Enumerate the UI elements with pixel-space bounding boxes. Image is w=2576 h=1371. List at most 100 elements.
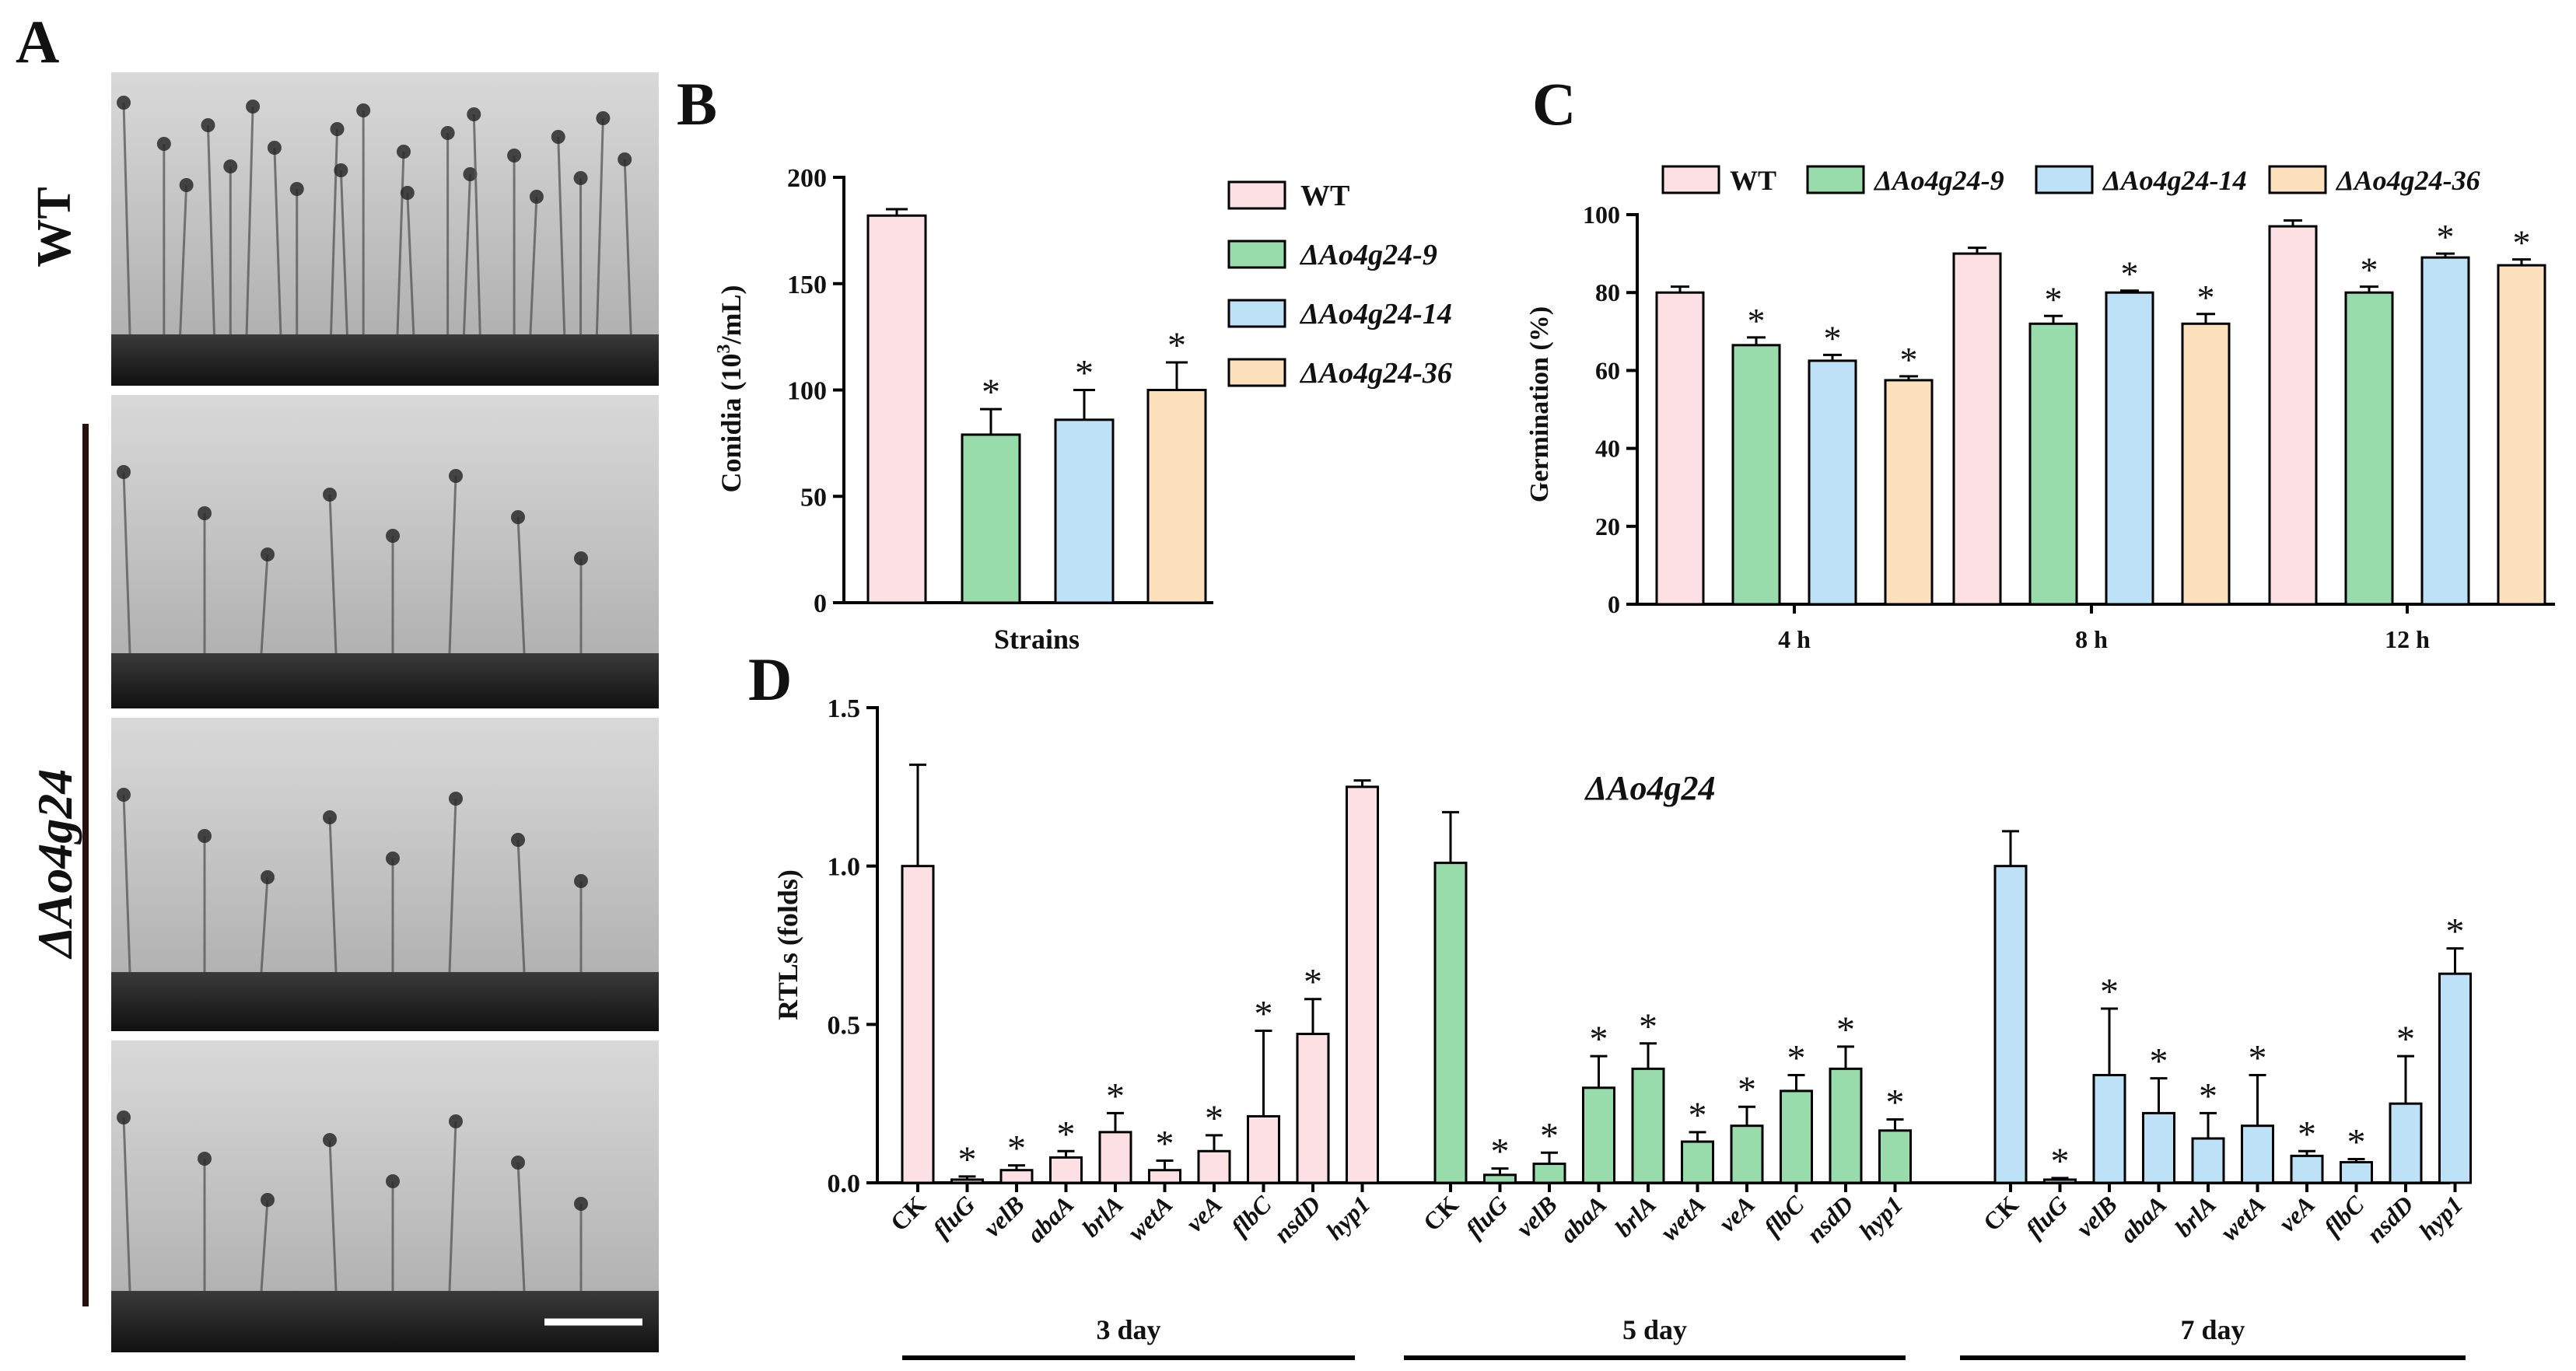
legend-label: ΔAo4g24-36 <box>2335 165 2480 196</box>
group-label: 7 day <box>2180 1314 2245 1345</box>
micrograph-frame <box>110 716 660 1033</box>
bar-7 day-veA <box>2290 1154 2324 1184</box>
conidia-cluster <box>117 788 131 802</box>
bar-7 day-abaA <box>2142 1111 2175 1184</box>
bar-3 day-veA <box>1197 1149 1231 1184</box>
conidia-cluster <box>323 810 337 824</box>
conidiophore-stalk <box>206 124 215 335</box>
y-tick-label: 0.5 <box>828 1011 861 1040</box>
legend-label: ΔAo4g24-36 <box>1299 357 1452 390</box>
conidia-cluster <box>551 130 565 144</box>
significance-marker: * <box>1748 301 1766 341</box>
y-label-suffix: /mL) <box>716 285 747 344</box>
y-label-base: Conidia (10 <box>716 353 747 492</box>
significance-marker: * <box>1639 1006 1657 1047</box>
significance-marker: * <box>2051 1141 2070 1182</box>
conidia-cluster <box>156 137 171 151</box>
conidiophore-stalk <box>595 117 604 335</box>
conidiophore-stalk <box>328 1139 338 1292</box>
conidiophore-stalk <box>122 794 131 973</box>
significance-marker: * <box>1886 1082 1905 1124</box>
conidiophore-stalk <box>516 1162 526 1292</box>
bar-ΔAo4g24-9-8 h <box>2028 322 2078 606</box>
x-tick-label: veA <box>2273 1190 2320 1237</box>
conidia-cluster <box>356 103 371 117</box>
conidia-cluster <box>467 107 481 121</box>
significance-marker: * <box>1900 340 1918 379</box>
significance-marker: * <box>2396 1019 2415 1060</box>
conidia-cluster <box>574 874 588 888</box>
x-tick-label: flbC <box>1759 1190 1810 1241</box>
significance-marker: * <box>1540 1115 1559 1156</box>
bar-ΔAo4g24-14-4 h <box>1808 359 1857 606</box>
panel-a: WT ΔAo4g24 <box>27 71 660 1354</box>
bar-ΔAo4g24-36-4 h <box>1884 379 1934 606</box>
x-tick-label: nsdD <box>1268 1190 1326 1248</box>
conidiophore-stalk <box>516 516 526 654</box>
conidia-cluster <box>117 465 131 479</box>
bar-7 day-brlA <box>2191 1137 2225 1184</box>
conidiophore-stalk <box>245 106 254 335</box>
x-tick-label: wetA <box>2214 1190 2270 1246</box>
y-tick-label: 1.5 <box>828 694 861 723</box>
bar-ΔAo4g24-14-12 h <box>2420 256 2470 606</box>
significance-marker: * <box>982 372 1000 413</box>
bar-5 day-wetA <box>1681 1140 1714 1184</box>
bar-5 day-flbC <box>1780 1089 1813 1184</box>
bar-ΔAo4g24-9-12 h <box>2344 291 2394 606</box>
mycelium-base <box>110 972 660 1032</box>
y-tick-label: 40 <box>1595 435 1620 463</box>
bar-ΔAo4g24-36-12 h <box>2497 264 2546 606</box>
significance-marker: * <box>1167 325 1186 366</box>
panel-label-c: C <box>1532 70 1576 138</box>
legend-swatch <box>2035 165 2094 194</box>
y-tick-label: 80 <box>1595 278 1620 306</box>
significance-marker: * <box>1824 318 1842 358</box>
y-axis-label: Germination (%) <box>1525 306 1554 502</box>
significance-marker: * <box>2121 254 2139 294</box>
bar-7 day-hyp1 <box>2438 972 2472 1184</box>
x-tick-label: abaA <box>1554 1190 1612 1247</box>
conidiophore-stalk <box>122 471 131 654</box>
panel-label-b: B <box>677 70 717 138</box>
significance-marker: * <box>1491 1131 1510 1173</box>
conidia-cluster <box>198 506 212 520</box>
x-tick-label: hyp1 <box>1853 1190 1909 1245</box>
conidia-cluster <box>289 182 304 196</box>
bar-5 day-fluG <box>1483 1173 1517 1184</box>
bar-7 day-flbC <box>2340 1161 2373 1184</box>
conidia-cluster <box>449 792 463 806</box>
bar-ΔAo4g24-36 <box>1146 389 1207 604</box>
micrograph-frame <box>110 71 660 387</box>
conidia-cluster <box>618 152 632 166</box>
x-tick-label: brlA <box>2169 1190 2221 1242</box>
conidia-cluster <box>117 96 131 110</box>
conidiophore-stalk <box>623 159 632 335</box>
bar-ΔAo4g24-9 <box>961 433 1021 604</box>
conidia-cluster <box>386 852 400 866</box>
bar-5 day-veA <box>1730 1124 1764 1184</box>
significance-marker: * <box>1205 1098 1223 1139</box>
x-tick-label: hyp1 <box>2413 1190 2469 1245</box>
legend-swatch <box>1227 299 1286 328</box>
bar-WT-4 h <box>1655 291 1705 606</box>
x-tick-label: velB <box>2070 1190 2123 1242</box>
significance-marker: * <box>1836 1009 1855 1051</box>
conidiophore-stalk <box>328 817 338 973</box>
conidia-cluster <box>267 141 282 155</box>
y-tick-label: 0 <box>1608 590 1620 618</box>
conidia-cluster <box>246 100 261 114</box>
conidiophore-stalk <box>529 196 538 335</box>
conidia-cluster <box>201 118 215 132</box>
significance-marker: * <box>2100 971 2119 1013</box>
bar-7 day-nsdD <box>2389 1102 2423 1184</box>
significance-marker: * <box>2298 1114 2316 1155</box>
conidia-cluster <box>179 178 194 192</box>
conidia-cluster <box>449 1114 463 1128</box>
x-tick-label: veA <box>1180 1190 1227 1237</box>
bar-5 day-hyp1 <box>1878 1129 1912 1184</box>
conidia-cluster <box>511 833 525 847</box>
conidiophore-stalk <box>516 839 526 973</box>
significance-marker: * <box>2150 1041 2168 1082</box>
x-tick-label: wetA <box>1122 1190 1178 1246</box>
